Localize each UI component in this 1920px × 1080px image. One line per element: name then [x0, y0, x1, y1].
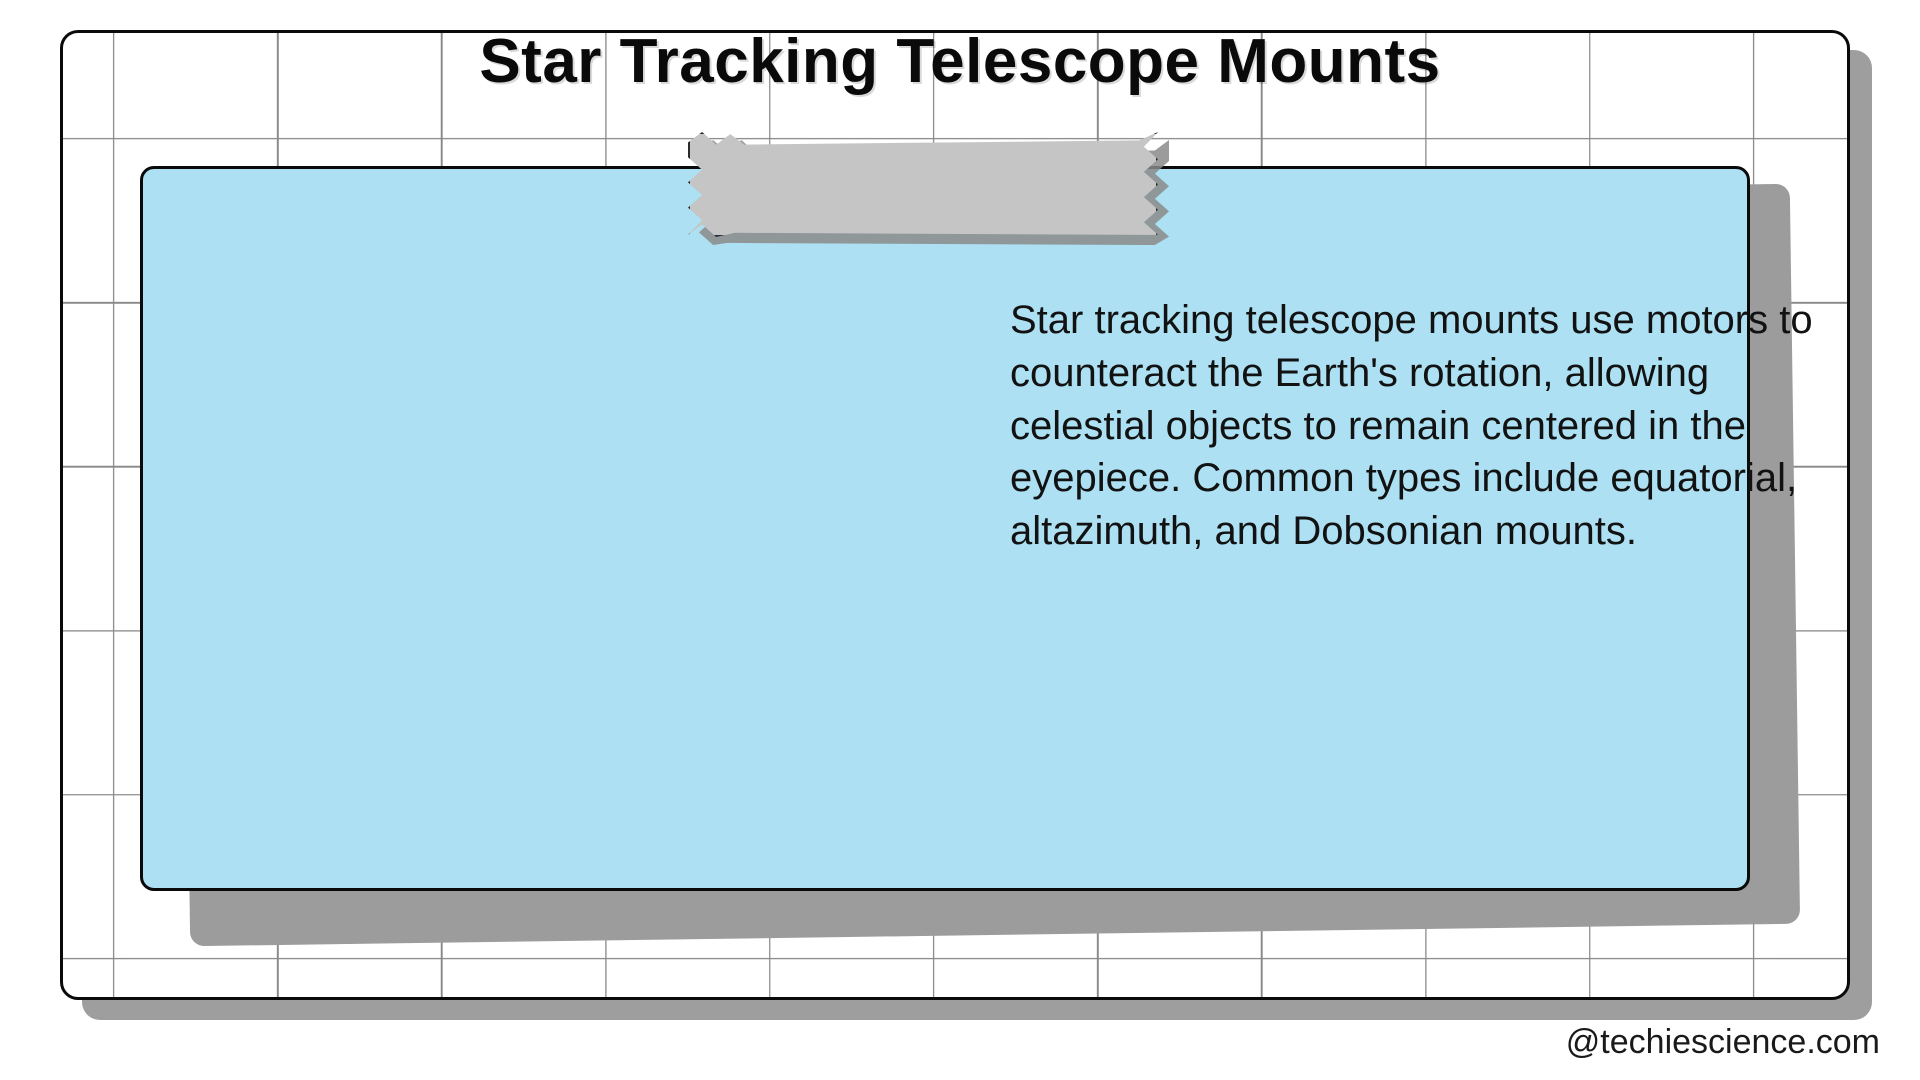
card-body-text: Star tracking telescope mounts use motor…	[1010, 294, 1830, 558]
page-title: Star Tracking Telescope Mounts	[0, 26, 1920, 97]
tape-icon	[688, 132, 1158, 237]
watermark: @techiescience.com	[1566, 1023, 1880, 1062]
